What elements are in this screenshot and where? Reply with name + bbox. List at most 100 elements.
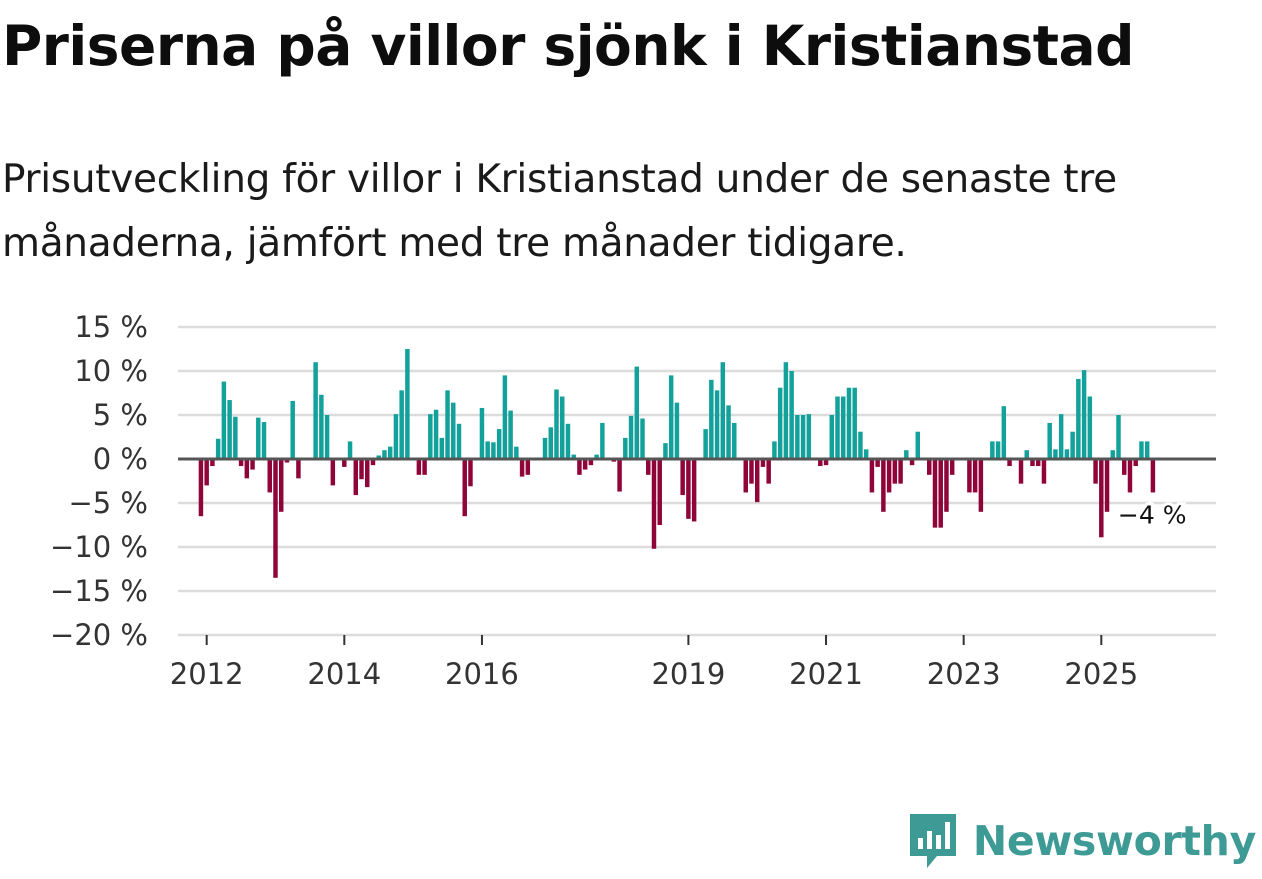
bar-negative: [1133, 459, 1138, 467]
bar-negative: [330, 459, 336, 486]
bar-negative: [267, 459, 272, 493]
bar-negative: [898, 459, 903, 484]
bar-positive: [496, 429, 502, 459]
bar-positive: [1076, 378, 1081, 459]
bar-positive: [703, 429, 708, 459]
bar-negative: [198, 459, 204, 517]
bar-positive: [502, 375, 508, 459]
x-tick-label: 2021: [789, 657, 863, 691]
bar-negative: [273, 459, 278, 578]
bar-negative: [651, 459, 657, 549]
newsworthy-brand: Newsworthy: [907, 811, 1256, 871]
bar-positive: [439, 437, 445, 459]
bar-positive: [709, 379, 714, 459]
bar-negative: [617, 459, 622, 492]
bar-positive: [1053, 449, 1058, 459]
bar-negative: [582, 459, 588, 470]
bar-negative: [1018, 459, 1024, 484]
bar-negative: [978, 459, 984, 512]
bar-negative: [949, 459, 955, 475]
bar-positive: [1070, 431, 1075, 459]
bar-positive: [772, 441, 777, 459]
bar-negative: [238, 459, 244, 467]
bar-positive: [485, 441, 490, 459]
y-tick-label: −20 %: [50, 618, 148, 652]
bar-positive: [623, 437, 628, 459]
bar-positive: [319, 394, 324, 459]
bar-positive: [789, 371, 794, 459]
bar-positive: [674, 402, 680, 459]
bar-positive: [261, 422, 267, 459]
x-tick-label: 2019: [651, 657, 725, 691]
bar-positive: [668, 375, 674, 459]
bar-positive: [990, 441, 995, 459]
bar-negative: [519, 459, 525, 477]
bar-negative: [422, 459, 427, 475]
bar-negative: [972, 459, 978, 493]
bar-positive: [445, 390, 450, 459]
bar-positive: [548, 427, 553, 459]
grid-layer: [178, 325, 1216, 637]
bar-positive: [720, 362, 726, 459]
x-tick-label: 2023: [927, 657, 1001, 691]
bar-negative: [967, 459, 972, 493]
value-annotation: −4 %: [1118, 500, 1187, 529]
bar-positive: [508, 410, 513, 459]
bar-positive: [1081, 370, 1087, 459]
axis-layer: [178, 457, 1216, 645]
bar-negative: [823, 459, 829, 466]
bar-positive: [554, 389, 559, 459]
bar-negative: [525, 459, 531, 475]
bar-positive: [915, 431, 921, 459]
brand-name: Newsworthy: [972, 817, 1256, 865]
bar-positive: [256, 417, 261, 459]
bar-negative: [686, 459, 691, 519]
bar-positive: [795, 415, 800, 459]
bar-negative: [462, 459, 467, 517]
bar-positive: [514, 446, 519, 459]
y-tick-label: −10 %: [50, 530, 148, 564]
bar-positive: [835, 396, 840, 459]
bar-negative: [1093, 459, 1098, 484]
bar-positive: [233, 416, 238, 459]
bar-positive: [428, 414, 433, 459]
bar-positive: [594, 454, 599, 459]
bar-negative: [818, 459, 823, 467]
bar-positive: [227, 400, 232, 459]
bar-negative: [760, 459, 766, 467]
bar-layer: [198, 349, 1156, 578]
bar-negative: [909, 459, 915, 466]
bar-negative: [370, 459, 376, 466]
bar-positive: [846, 387, 852, 459]
bar-negative: [416, 459, 422, 475]
y-tick-label: 5 %: [93, 398, 148, 432]
bar-positive: [1087, 396, 1093, 459]
bar-negative: [250, 459, 255, 470]
bar-positive: [1139, 441, 1144, 459]
bar-positive: [542, 437, 548, 459]
x-tick-label: 2016: [445, 657, 519, 691]
bar-positive: [726, 405, 731, 459]
newsworthy-logo-icon: [909, 814, 956, 868]
bar-negative: [284, 459, 290, 463]
bar-positive: [852, 387, 857, 459]
bar-positive: [628, 415, 634, 459]
y-tick-label: 15 %: [74, 310, 148, 344]
bar-positive: [714, 390, 720, 459]
bar-negative: [932, 459, 938, 528]
bar-positive: [399, 390, 404, 459]
bar-positive: [324, 415, 330, 459]
bar-positive: [904, 450, 909, 459]
bar-negative: [875, 459, 880, 467]
bar-positive: [290, 400, 295, 459]
bar-negative: [296, 459, 301, 479]
bar-negative: [1041, 459, 1047, 484]
y-tick-label: −15 %: [50, 574, 148, 608]
bar-positive: [663, 443, 668, 459]
bar-positive: [347, 441, 353, 459]
bar-positive: [571, 454, 576, 459]
bar-positive: [433, 409, 439, 459]
bar-positive: [783, 362, 789, 459]
bar-positive: [1001, 406, 1007, 459]
bar-negative: [1127, 459, 1133, 493]
